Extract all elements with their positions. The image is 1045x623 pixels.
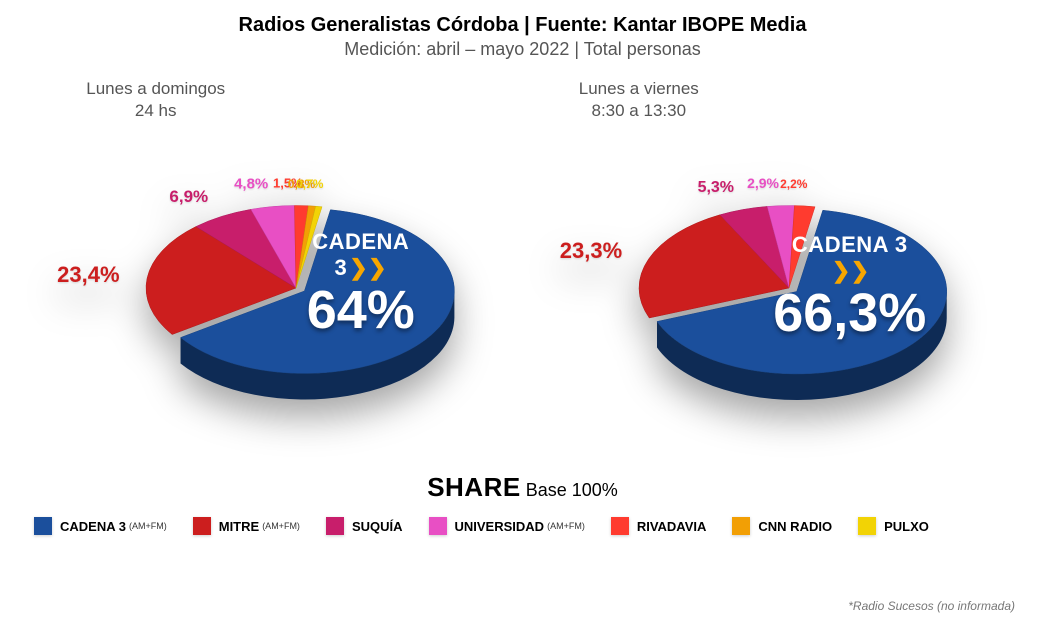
chart-right: Lunes a viernes 8:30 a 13:30 23,3% 5,3% 2,…: [539, 78, 999, 478]
slice-label: 6,9%: [169, 187, 208, 207]
pie-chart: 23,3%5,3%2,9%2,2%CADENA 3❯❯66,3%: [619, 128, 959, 468]
charts-row: Lunes a domingos 24 hs 23,4%6,9%4,8%1,5%…: [0, 78, 1045, 478]
caption-line-1: Lunes a viernes: [579, 78, 699, 100]
legend-item: CADENA 3(AM+FM): [34, 517, 167, 535]
slice-label: 23,4%: [57, 262, 119, 288]
pie-chart: 23,4%6,9%4,8%1,5%0,8%0,7%CADENA 3❯❯64%: [126, 128, 466, 468]
legend-label: RIVADAVIA: [637, 519, 707, 534]
legend-sublabel: (AM+FM): [129, 521, 167, 531]
legend-label: SUQUÍA: [352, 519, 403, 534]
legend-item: SUQUÍA: [326, 517, 403, 535]
legend-swatch: [34, 517, 52, 535]
legend-label: CNN RADIO: [758, 519, 832, 534]
legend: CADENA 3(AM+FM)MITRE(AM+FM)SUQUÍAUNIVERS…: [0, 503, 1045, 535]
slice-label: 0,7%: [296, 177, 323, 191]
header: Radios Generalistas Córdoba | Fuente: Ka…: [0, 0, 1045, 60]
subtitle: Medición: abril – mayo 2022 | Total pers…: [0, 39, 1045, 60]
slice-label: 4,8%: [234, 176, 268, 193]
legend-label: PULXO: [884, 519, 929, 534]
legend-swatch: [429, 517, 447, 535]
chart-caption: Lunes a viernes 8:30 a 13:30: [579, 78, 699, 122]
legend-swatch: [326, 517, 344, 535]
legend-item: RIVADAVIA: [611, 517, 707, 535]
footnote: *Radio Sucesos (no informada): [848, 599, 1015, 613]
slice-label: 2,9%: [747, 175, 779, 191]
legend-item: MITRE(AM+FM): [193, 517, 300, 535]
legend-item: CNN RADIO: [732, 517, 832, 535]
legend-swatch: [193, 517, 211, 535]
chart-caption: Lunes a domingos 24 hs: [86, 78, 225, 122]
caption-line-2: 8:30 a 13:30: [579, 100, 699, 122]
legend-sublabel: (AM+FM): [262, 521, 300, 531]
slice-label: 2,2%: [780, 177, 807, 191]
legend-swatch: [611, 517, 629, 535]
slice-label: 5,3%: [698, 179, 734, 197]
title: Radios Generalistas Córdoba | Fuente: Ka…: [0, 14, 1045, 37]
legend-swatch: [858, 517, 876, 535]
legend-item: UNIVERSIDAD(AM+FM): [429, 517, 585, 535]
legend-swatch: [732, 517, 750, 535]
legend-sublabel: (AM+FM): [547, 521, 585, 531]
caption-line-1: Lunes a domingos: [86, 78, 225, 100]
chart-left: Lunes a domingos 24 hs 23,4%6,9%4,8%1,5%…: [46, 78, 506, 478]
legend-item: PULXO: [858, 517, 929, 535]
legend-label: UNIVERSIDAD: [455, 519, 545, 534]
legend-label: CADENA 3: [60, 519, 126, 534]
slice-label: 23,3%: [560, 238, 622, 264]
caption-line-2: 24 hs: [86, 100, 225, 122]
legend-label: MITRE: [219, 519, 259, 534]
share-base: Base 100%: [526, 480, 618, 500]
